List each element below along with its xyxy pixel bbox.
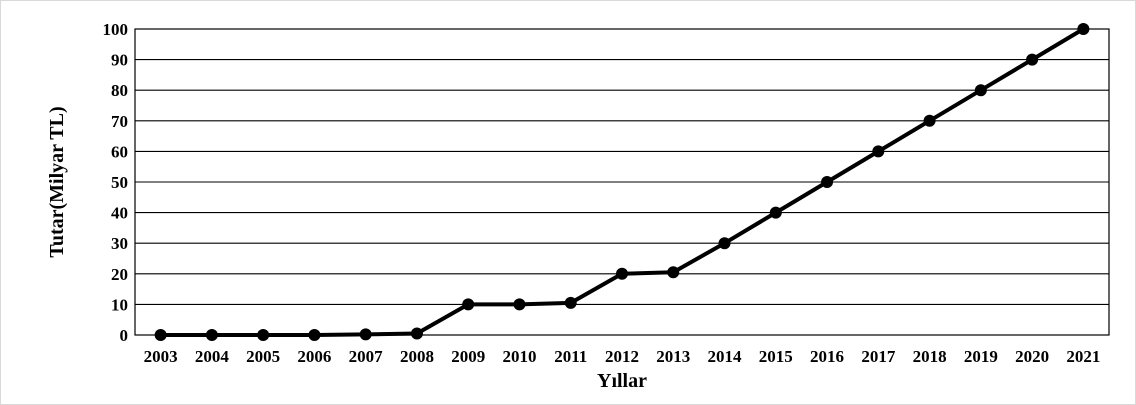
data-point (564, 296, 577, 309)
y-tick-label: 0 (120, 326, 129, 345)
x-tick-label: 2009 (451, 347, 485, 366)
data-point (821, 176, 834, 188)
x-tick-label: 2019 (964, 347, 998, 366)
y-tick-label: 70 (111, 112, 128, 131)
data-point (359, 328, 372, 341)
x-tick-label: 2008 (400, 347, 434, 366)
data-point (308, 329, 321, 341)
y-tick-labels: 0 10 20 30 40 50 60 70 80 90 100 (103, 20, 129, 345)
x-tick-label: 2012 (605, 347, 639, 366)
data-point (462, 298, 475, 311)
data-point (513, 298, 526, 311)
y-tick-label: 40 (111, 204, 128, 223)
y-tick-label: 10 (111, 295, 128, 314)
x-tick-label: 2021 (1066, 347, 1100, 366)
x-tick-label: 2015 (759, 347, 793, 366)
x-tick-labels: 2003 2004 2005 2006 2007 2008 2009 2010 2011 2012… (144, 347, 1101, 366)
data-point (410, 327, 423, 340)
y-tick-label: 50 (111, 173, 128, 192)
y-tick-label: 100 (103, 20, 129, 39)
y-tick-label: 20 (111, 265, 128, 284)
x-tick-label: 2020 (1015, 347, 1049, 366)
x-tick-label: 2010 (502, 347, 536, 366)
x-tick-label: 2007 (349, 347, 384, 366)
data-point (1077, 23, 1090, 35)
x-axis-title: Yıllar (597, 370, 647, 392)
y-tick-label: 80 (111, 81, 128, 100)
x-tick-label: 2018 (913, 347, 947, 366)
y-tick-label: 90 (111, 51, 128, 70)
y-tick-label: 60 (111, 142, 128, 161)
x-tick-label: 2005 (246, 347, 280, 366)
series (154, 23, 1090, 341)
x-tick-label: 2013 (656, 347, 690, 366)
x-tick-label: 2006 (297, 347, 331, 366)
x-tick-label: 2017 (861, 347, 896, 366)
x-tick-label: 2003 (144, 347, 178, 366)
data-point (769, 206, 782, 219)
data-point (205, 329, 218, 341)
x-tick-label: 2004 (195, 347, 230, 366)
data-point (718, 237, 731, 250)
data-point (616, 267, 628, 280)
x-tick-label: 2014 (708, 347, 743, 366)
data-point (667, 266, 680, 279)
data-point (154, 329, 167, 341)
y-tick-label: 30 (111, 234, 128, 253)
gridlines (135, 59, 1109, 305)
y-axis-title: Tutar(Milyar TL) (46, 106, 68, 257)
x-tick-label: 2016 (810, 347, 844, 366)
data-point (872, 145, 885, 158)
data-point (257, 329, 270, 341)
data-point (1026, 53, 1039, 66)
data-point (974, 84, 987, 97)
x-tick-label: 2011 (554, 347, 587, 366)
data-point (923, 114, 936, 127)
